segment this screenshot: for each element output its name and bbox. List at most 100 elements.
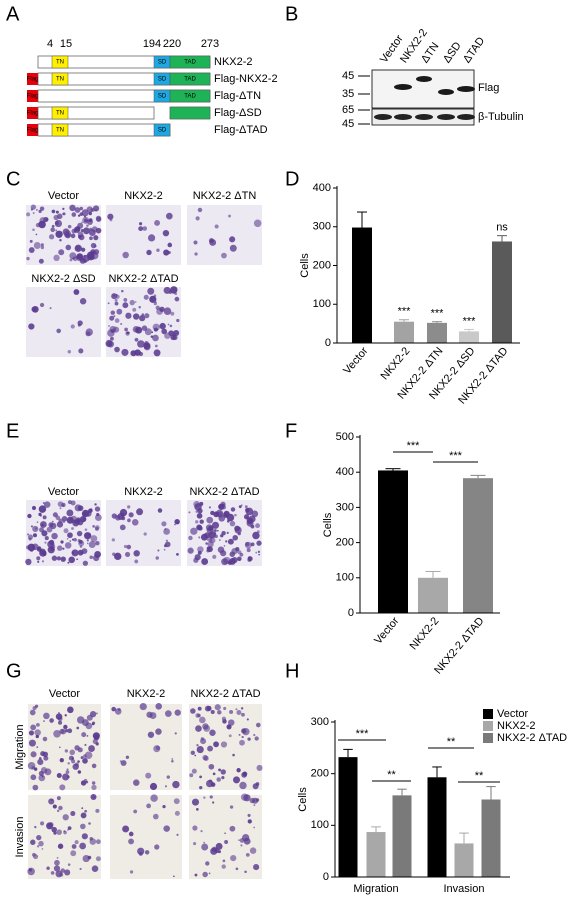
- cell: [120, 322, 123, 326]
- cell: [67, 863, 71, 866]
- cell: [121, 516, 126, 521]
- panel-letter: D: [285, 168, 299, 190]
- cell: [194, 252, 198, 256]
- cell: [189, 773, 194, 778]
- cell: [109, 315, 115, 321]
- cell: [60, 540, 64, 544]
- cell: [86, 224, 89, 227]
- cell: [245, 507, 254, 516]
- cell: [50, 871, 55, 875]
- cell: [229, 236, 236, 243]
- cell: [78, 348, 84, 354]
- cell: [200, 738, 207, 745]
- cell: [67, 762, 70, 765]
- cell: [36, 521, 39, 523]
- domain-label: TN: [56, 128, 64, 134]
- cell: [255, 551, 258, 554]
- cell: [53, 254, 60, 262]
- cell: [89, 227, 93, 231]
- y-tick-label: 400: [336, 466, 354, 478]
- cell: [76, 530, 83, 537]
- cell: [110, 336, 114, 341]
- cell: [88, 745, 95, 752]
- cell: [85, 328, 93, 336]
- cell: [128, 512, 134, 518]
- cell: [162, 229, 170, 237]
- cell: [170, 311, 175, 316]
- cell: [72, 763, 79, 770]
- cell: [154, 220, 161, 226]
- domain-label: SD: [158, 94, 167, 100]
- cell: [227, 538, 234, 545]
- cell: [144, 850, 150, 855]
- cell: [165, 710, 172, 717]
- cell: [198, 536, 201, 539]
- cell: [74, 207, 81, 213]
- bar: [463, 478, 493, 613]
- cell: [28, 247, 35, 253]
- cell: [195, 520, 199, 524]
- marker-label: 65: [342, 104, 354, 116]
- cell: [52, 804, 57, 809]
- flag-tag: [27, 107, 38, 119]
- cell: [244, 870, 247, 874]
- image-label: NKX2-2 ΔTN: [193, 190, 257, 202]
- cell: [242, 771, 247, 775]
- cell: [89, 236, 93, 241]
- significance-label: ***: [356, 728, 370, 740]
- row-label: Migration: [14, 724, 26, 769]
- cell: [32, 212, 35, 215]
- domain-label: TAD: [184, 94, 196, 100]
- cell: [211, 521, 220, 529]
- cell: [116, 308, 123, 315]
- cell: [217, 710, 222, 715]
- micrograph: [26, 287, 101, 357]
- cell: [59, 872, 64, 877]
- cell: [48, 798, 55, 805]
- cell: [67, 500, 72, 505]
- cell: [127, 331, 130, 334]
- cell: [256, 722, 261, 728]
- cell: [143, 294, 149, 300]
- cell: [73, 289, 80, 295]
- cell: [94, 506, 101, 512]
- cell: [58, 805, 63, 811]
- cell: [107, 302, 110, 305]
- cell: [67, 532, 73, 539]
- cell: [143, 532, 147, 536]
- flag-tag: [27, 90, 38, 102]
- cell: [147, 731, 155, 738]
- cell: [191, 768, 197, 774]
- cell: [229, 825, 236, 832]
- cell: [67, 350, 72, 354]
- cell: [210, 847, 218, 855]
- y-axis-label: Cells: [299, 253, 311, 278]
- cell: [253, 804, 256, 807]
- cell: [247, 819, 252, 824]
- cell: [176, 553, 179, 556]
- micrograph: [110, 795, 182, 879]
- cell: [111, 513, 118, 519]
- cell: [132, 326, 140, 333]
- cell: [193, 841, 197, 846]
- cell: [188, 535, 193, 541]
- cell: [53, 865, 61, 872]
- cell: [88, 822, 91, 825]
- cell: [71, 212, 77, 217]
- cell: [193, 240, 198, 245]
- cell: [203, 841, 205, 844]
- x-tick-label: Invasion: [444, 883, 485, 895]
- cell: [232, 534, 238, 541]
- cell: [58, 720, 63, 725]
- cell: [89, 555, 94, 559]
- flag-tag: [27, 124, 38, 136]
- cell: [56, 223, 59, 226]
- domain-label: SD: [158, 128, 167, 134]
- cell: [144, 328, 152, 336]
- marker-label: 45: [342, 70, 354, 82]
- cell: [127, 505, 131, 509]
- cell: [220, 769, 226, 775]
- cell: [56, 796, 61, 801]
- cell: [51, 555, 58, 561]
- cell: [223, 556, 231, 565]
